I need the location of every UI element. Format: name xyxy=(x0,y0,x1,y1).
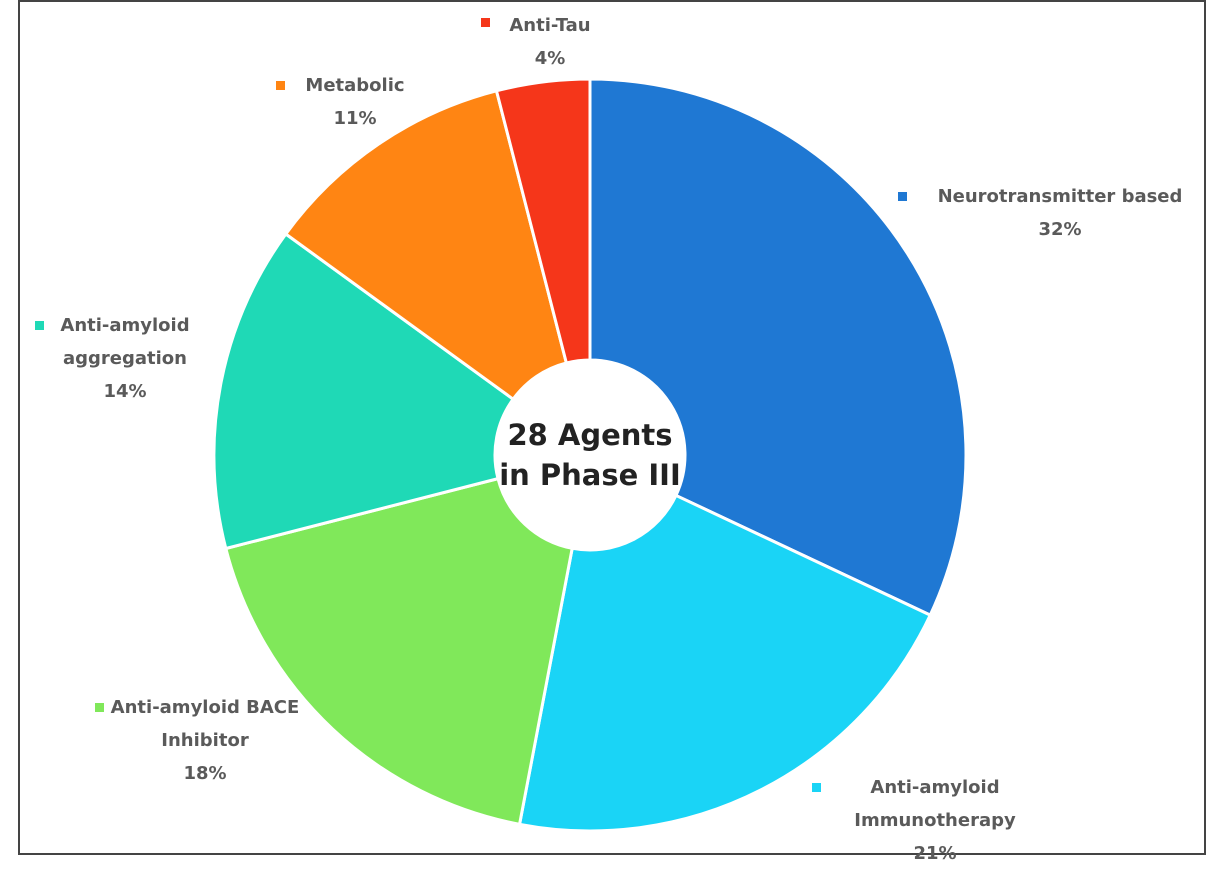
center-label: 28 Agents in Phase III xyxy=(490,415,690,495)
legend-swatch xyxy=(95,703,104,712)
slice xyxy=(223,476,574,827)
legend-swatch xyxy=(35,321,44,330)
category-label: Anti-amyloid BACE Inhibitor xyxy=(110,697,300,751)
slice-label: Anti-Tau 4% xyxy=(495,9,605,75)
slice xyxy=(494,77,592,365)
category-label: Metabolic xyxy=(305,75,405,96)
center-line: 28 Agents xyxy=(507,418,673,452)
category-label: Anti-amyloid aggregation xyxy=(60,315,190,369)
category-label: Anti-amyloid Immunotherapy xyxy=(854,777,1016,831)
slice-label: Neurotransmitter based 32% xyxy=(910,180,1210,246)
legend-swatch xyxy=(481,18,490,27)
slice xyxy=(212,231,516,551)
value-label: 11% xyxy=(333,108,377,129)
category-label: Neurotransmitter based xyxy=(937,186,1183,207)
value-label: 21% xyxy=(913,843,957,864)
category-label: Anti-Tau xyxy=(509,15,591,36)
slice xyxy=(283,88,569,402)
value-label: 4% xyxy=(534,48,566,69)
slice-label: Anti-amyloid aggregation 14% xyxy=(45,309,205,408)
legend-swatch xyxy=(812,783,821,792)
legend-swatch xyxy=(898,192,907,201)
slice xyxy=(517,493,933,833)
slice-label: Anti-amyloid Immunotherapy 21% xyxy=(830,771,1040,870)
slice-label: Metabolic 11% xyxy=(290,69,420,135)
slice xyxy=(588,77,968,618)
legend-swatch xyxy=(276,81,285,90)
value-label: 32% xyxy=(1038,219,1082,240)
slice-label: Anti-amyloid BACE Inhibitor 18% xyxy=(110,691,300,790)
value-label: 18% xyxy=(183,763,227,784)
center-line: in Phase III xyxy=(499,458,681,492)
value-label: 14% xyxy=(103,381,147,402)
frame xyxy=(18,0,1206,855)
